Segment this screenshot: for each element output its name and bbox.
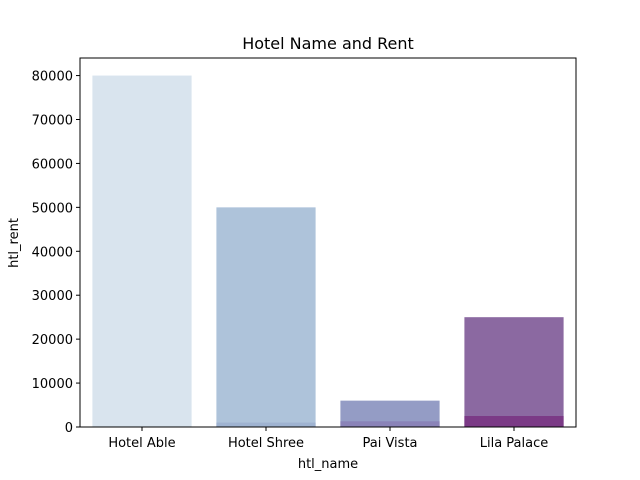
x-tick-label: Lila Palace (480, 436, 549, 451)
y-tick-label: 20000 (32, 333, 73, 348)
plot-frame (79, 57, 577, 428)
x-tick-label: Pai Vista (362, 436, 417, 451)
chart-title: Hotel Name and Rent (242, 34, 414, 53)
bar-series1-pai-vista (340, 421, 440, 427)
y-tick-label: 50000 (32, 201, 73, 216)
y-tick-label: 40000 (32, 245, 73, 260)
y-tick-label: 60000 (32, 157, 73, 172)
x-axis-label: htl_name (298, 457, 358, 472)
bar-series1-hotel-shree (216, 422, 316, 427)
x-tick-label: Hotel Shree (228, 436, 304, 451)
y-tick-label: 0 (65, 421, 73, 436)
bars-layer (92, 75, 564, 427)
bar-series0-hotel-able (92, 75, 192, 427)
bar-series1-lila-palace (464, 416, 564, 427)
y-tick-label: 30000 (32, 289, 73, 304)
y-tick-label: 70000 (32, 114, 73, 129)
y-axis-label: htl_rent (7, 218, 22, 268)
y-tick-label: 10000 (32, 377, 73, 392)
bar-series0-lila-palace (464, 317, 564, 427)
x-axis-ticks: Hotel Able Hotel Shree Pai Vista Lila Palac… (108, 427, 548, 451)
x-tick-label: Hotel Able (108, 436, 175, 451)
y-axis-ticks: 0 10000 20000 30000 40000 50000 60000 70000 8000… (32, 70, 80, 436)
bar-series0-hotel-shree (216, 207, 316, 427)
y-tick-label: 80000 (32, 70, 73, 85)
